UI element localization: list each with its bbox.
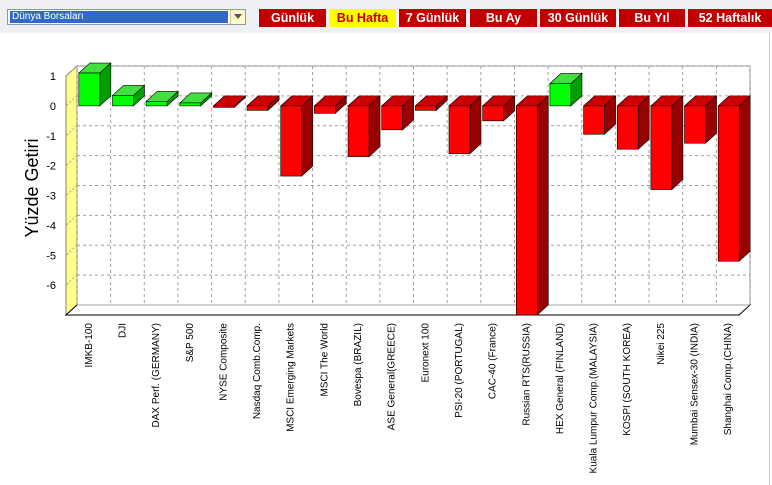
gridline-diag — [65, 244, 78, 256]
bar-side — [301, 95, 314, 177]
x-tick-label: ASE General(GREECE) — [387, 323, 398, 430]
bar-side — [536, 95, 549, 316]
y-tick-label: 0 — [50, 101, 56, 113]
bar — [381, 105, 403, 131]
bar — [684, 105, 706, 144]
x-tick-label: Mumbai Sensex-30 (INDIA) — [690, 323, 701, 445]
y-tick-label: -4 — [46, 220, 56, 232]
x-tick-label: Russian RTS(RUSSIA) — [521, 323, 532, 426]
x-tick-label: MSCI The World — [319, 323, 330, 397]
x-tick-label: IMKB-100 — [84, 323, 95, 368]
bar — [213, 105, 235, 108]
bar — [415, 105, 437, 111]
y-tick-label: -5 — [46, 250, 56, 262]
bar — [515, 105, 538, 316]
market-group-dropdown[interactable]: Dünya Borsaları — [7, 9, 246, 25]
left-wall — [65, 64, 78, 317]
floor — [64, 304, 752, 316]
dropdown-arrow-button[interactable] — [230, 10, 245, 24]
bar — [145, 101, 168, 107]
gridline-diag — [65, 155, 78, 166]
gridline-diag — [65, 185, 78, 196]
x-tick-label: MSCI Emerging Markets — [286, 323, 297, 432]
bar — [448, 105, 471, 154]
bar-side — [738, 95, 751, 262]
chevron-down-icon — [234, 14, 242, 19]
x-tick-label: HEX General (FINLAND) — [555, 323, 566, 434]
bar — [717, 105, 740, 262]
tab-bu-yil[interactable]: Bu Yıl — [619, 9, 685, 27]
bar — [583, 105, 605, 135]
x-tick-label: Bovespa (BRAZIL) — [353, 323, 364, 406]
bar — [482, 105, 504, 122]
bar-side — [671, 95, 684, 191]
bar — [78, 72, 101, 107]
tab-bu-hafta[interactable]: Bu Hafta — [329, 9, 396, 27]
gridline-diag — [65, 125, 78, 137]
returns-bar-chart: 1 0 -1 -2 -3 -4 -5 -6 IMKB-100 DJI DAX Perf. (GERM… — [22, 62, 752, 473]
x-tick-label: S&P 500 — [185, 323, 196, 363]
gridline-diag — [65, 65, 78, 77]
x-tick-label: NYSE Composite — [218, 323, 229, 401]
y-tick-label: -6 — [46, 280, 56, 292]
y-tick-label: -2 — [46, 161, 56, 173]
tab-bu-ay[interactable]: Bu Ay — [470, 9, 537, 27]
bar — [314, 105, 336, 114]
bar — [179, 102, 202, 107]
x-tick-label: DAX Perf. (GERMANY) — [151, 323, 162, 427]
x-tick-label: Euronext 100 — [420, 323, 431, 383]
y-tick-label: -1 — [46, 131, 56, 143]
bar — [280, 105, 303, 177]
tab-gunluk[interactable]: Günlük — [259, 9, 326, 27]
x-tick-label: Shanghai Comp.(CHINA) — [723, 323, 734, 435]
bar — [616, 105, 639, 150]
y-tick-label: -3 — [46, 191, 56, 203]
bar — [246, 105, 269, 111]
y-axis-title: Yüzde Getiri — [22, 138, 42, 237]
x-tick-label: Kuala Lumpur Comp.(MALAYSIA) — [589, 323, 600, 473]
x-tick-label: DJI — [117, 323, 128, 338]
x-tick-label: PSI-20 (PORTUGAL) — [454, 323, 465, 418]
x-tick-label: Nikei 225 — [656, 323, 667, 365]
x-tick-label: Nasdaq Comb.Comp. — [252, 323, 263, 419]
bar-side — [368, 95, 381, 158]
gridline-diag — [65, 95, 78, 107]
tab-7-gunluk[interactable]: 7 Günlük — [399, 9, 466, 27]
y-tick-label: 1 — [50, 71, 56, 83]
dropdown-selected-value: Dünya Borsaları — [10, 11, 228, 23]
bar — [112, 95, 134, 107]
x-tick-label: KOSPI (SOUTH KOREA) — [622, 323, 633, 436]
tab-52-haftalik[interactable]: 52 Haftalık — [688, 9, 772, 27]
gridline-diag — [65, 215, 78, 226]
bar — [650, 105, 673, 190]
bar — [549, 83, 572, 107]
x-tick-label: CAC-40 (France) — [488, 323, 499, 399]
chart-panel: 1 0 -1 -2 -3 -4 -5 -6 IMKB-100 DJI DAX Perf. (GERM… — [0, 33, 770, 485]
toolbar: Dünya Borsaları Günlük Bu Hafta 7 Günlük… — [0, 0, 772, 33]
gridline-diag — [65, 274, 78, 286]
bar — [347, 105, 370, 157]
tab-30-gunluk[interactable]: 30 Günlük — [540, 9, 616, 27]
